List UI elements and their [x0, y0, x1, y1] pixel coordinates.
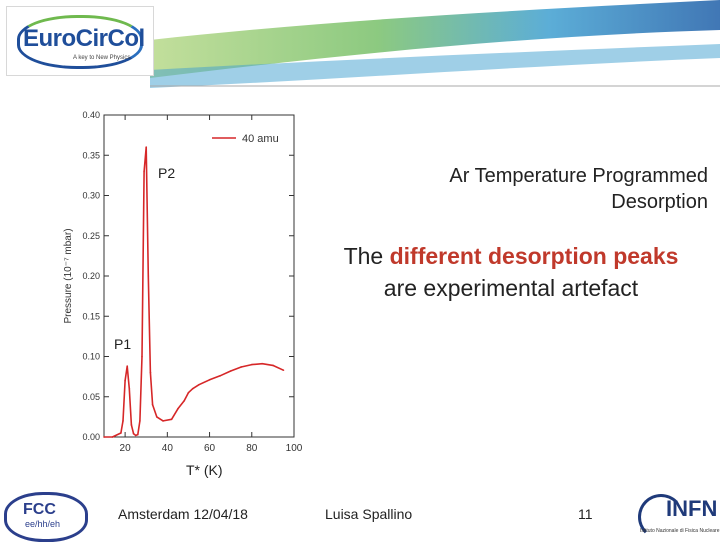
- logo-text: EuroCirCol: [23, 25, 145, 52]
- infn-logo-arc: [638, 494, 684, 540]
- infn-logo: INFN Istituto Nazionale di Fisica Nuclea…: [636, 490, 720, 540]
- data-point: [134, 434, 137, 437]
- conclusion-message: The different desorption peaks are exper…: [320, 240, 702, 304]
- banner-swoosh: [150, 0, 720, 88]
- y-tick-label: 0.40: [82, 110, 100, 120]
- data-point: [139, 420, 141, 422]
- data-point: [155, 416, 158, 418]
- data-point: [151, 404, 154, 406]
- fcc-logo-sub: ee/hh/eh: [25, 519, 61, 529]
- data-point: [229, 370, 232, 372]
- data-point: [143, 170, 145, 173]
- x-tick-label: 80: [246, 443, 258, 454]
- data-point: [124, 379, 126, 382]
- data-point: [128, 387, 131, 390]
- series-line-40-amu: [104, 146, 284, 438]
- y-axis-label: Pressure (10⁻⁷ mbar): [63, 228, 74, 323]
- data-point: [120, 432, 122, 434]
- data-point: [132, 432, 135, 435]
- data-point: [282, 369, 285, 371]
- x-tick-label: 40: [162, 443, 174, 454]
- data-point: [145, 146, 148, 148]
- footer-author: Luisa Spallino: [325, 506, 413, 522]
- logo-tagline: A key to New Physics: [73, 55, 131, 61]
- message-pre: The: [343, 243, 390, 269]
- data-point: [208, 379, 211, 381]
- title-line-1: Ar Temperature Programmed: [449, 165, 708, 187]
- page-number: 11: [578, 506, 593, 522]
- y-tick-label: 0.05: [82, 392, 100, 402]
- logo-ring: [17, 15, 143, 69]
- header-banner: EuroCirCol A key to New Physics: [0, 0, 720, 88]
- fcc-logo-text: FCC: [23, 501, 56, 518]
- y-tick-label: 0.10: [82, 352, 100, 362]
- data-point: [183, 399, 186, 402]
- data-point: [103, 436, 105, 438]
- pressure-chart: 0.00 0.05 0.10 0.15 0.20 0.25 0.30 0.35 0.40 20 40…: [63, 110, 303, 454]
- data-point: [136, 433, 139, 436]
- infn-logo-sub: Istituto Nazionale di Fisica Nucleare: [640, 528, 720, 534]
- message-post: are experimental artefact: [383, 275, 639, 301]
- peak-label-p1: P1: [114, 336, 132, 352]
- title-line-2: Desorption: [611, 191, 708, 213]
- data-point: [198, 383, 200, 386]
- data-point: [191, 387, 194, 390]
- data-point: [219, 375, 221, 377]
- legend-label: 40 amu: [242, 133, 279, 145]
- peak-label-p2: P2: [158, 165, 176, 181]
- plot-frame: [103, 114, 295, 438]
- data-point: [170, 418, 173, 421]
- data-point: [261, 362, 264, 365]
- fcc-logo: FCC ee/hh/eh: [4, 492, 88, 542]
- y-tick-label: 0.15: [82, 311, 100, 321]
- x-tick-label: 20: [120, 443, 132, 454]
- data-point: [111, 436, 114, 438]
- data-point: [177, 408, 179, 410]
- y-tick-label: 0.20: [82, 271, 100, 281]
- x-tick-label: 60: [204, 443, 216, 454]
- slide-title: Ar Temperature Programmed Desorption: [449, 163, 708, 215]
- infn-logo-text: INFN: [666, 496, 718, 521]
- x-axis-label: T* (K): [186, 462, 223, 478]
- message-highlight: different desorption peaks: [389, 243, 679, 269]
- eurocircol-logo: EuroCirCol A key to New Physics: [6, 6, 154, 76]
- data-point: [126, 365, 129, 367]
- y-tick-label: 0.30: [82, 191, 100, 201]
- y-tick-label: 0.35: [82, 150, 100, 160]
- y-tick-label: 0.00: [82, 432, 100, 442]
- data-point: [272, 364, 274, 367]
- data-point: [147, 275, 150, 277]
- data-point: [149, 371, 152, 374]
- footer-event: Amsterdam 12/04/18: [118, 506, 248, 522]
- data-point: [187, 391, 190, 394]
- x-tick-label: 100: [286, 443, 303, 454]
- data-point: [141, 355, 143, 358]
- data-point: [240, 366, 243, 368]
- data-point: [130, 424, 133, 426]
- y-tick-label: 0.25: [82, 231, 100, 241]
- data-point: [250, 363, 253, 366]
- data-point: [122, 420, 124, 422]
- data-point: [162, 420, 164, 422]
